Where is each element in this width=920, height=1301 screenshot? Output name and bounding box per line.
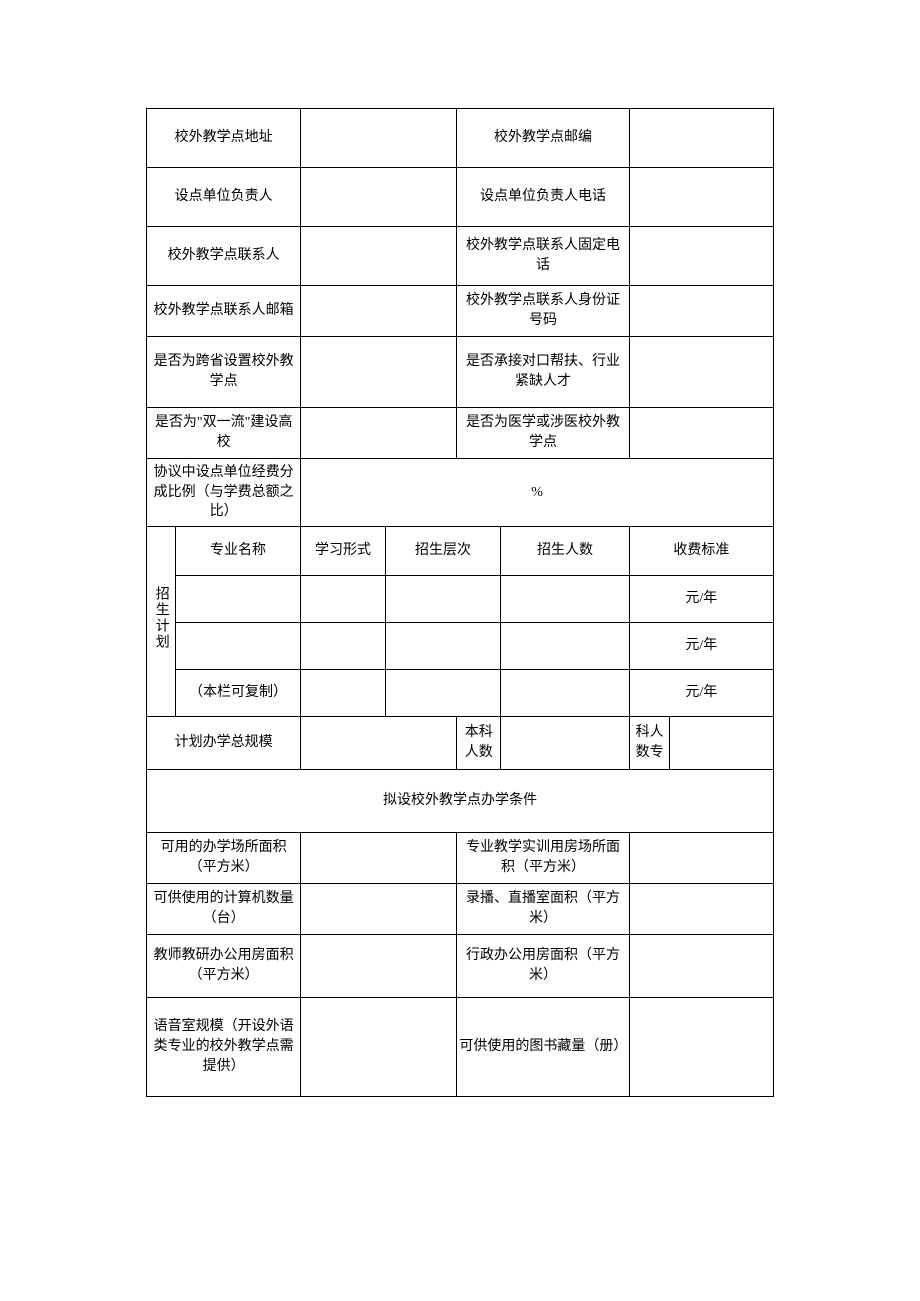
value-assist-talent — [629, 337, 773, 408]
header-count: 招生人数 — [501, 526, 630, 575]
row-plan-1: 元/年 — [147, 575, 774, 622]
plan3-count — [501, 669, 630, 716]
label-contact-phone: 校外教学点联系人固定电话 — [457, 227, 629, 286]
value-unit-manager-phone — [629, 168, 773, 227]
label-contact: 校外教学点联系人 — [147, 227, 301, 286]
label-language-lab: 语音室规模（开设外语类专业的校外教学点需提供） — [147, 997, 301, 1096]
row-plan-header: 招生计划 专业名称 学习形式 招生层次 招生人数 收费标准 — [147, 526, 774, 575]
row-fee-ratio: 协议中设点单位经费分成比例（与学费总额之比） % — [147, 459, 774, 527]
row-teacher-office: 教师教研办公用房面积（平方米） 行政办公用房面积（平方米） — [147, 934, 774, 997]
label-area: 可用的办学场所面积（平方米） — [147, 832, 301, 883]
value-area — [301, 832, 457, 883]
plan2-level — [385, 622, 500, 669]
row-cross-province: 是否为跨省设置校外教学点 是否承接对口帮扶、行业紧缺人才 — [147, 337, 774, 408]
row-area: 可用的办学场所面积（平方米） 专业教学实训用房场所面积（平方米） — [147, 832, 774, 883]
plan2-fee: 元/年 — [629, 622, 773, 669]
value-language-lab — [301, 997, 457, 1096]
value-fee-ratio: % — [301, 459, 774, 527]
form-table: 校外教学点地址 校外教学点邮编 设点单位负责人 设点单位负责人电话 校外教学点联… — [146, 108, 774, 1097]
row-plan-3: （本栏可复制） 元/年 — [147, 669, 774, 716]
row-address: 校外教学点地址 校外教学点邮编 — [147, 109, 774, 168]
value-zhuanke-count — [670, 716, 774, 769]
label-plan-side: 招生计划 — [147, 526, 176, 716]
plan2-form — [301, 622, 386, 669]
label-address: 校外教学点地址 — [147, 109, 301, 168]
plan2-name — [175, 622, 300, 669]
header-study-form: 学习形式 — [301, 526, 386, 575]
row-section-title: 拟设校外教学点办学条件 — [147, 769, 774, 832]
section-title: 拟设校外教学点办学条件 — [147, 769, 774, 832]
header-level: 招生层次 — [385, 526, 500, 575]
value-training-area — [629, 832, 773, 883]
plan3-form — [301, 669, 386, 716]
label-broadcast-area: 录播、直播室面积（平方米） — [457, 883, 629, 934]
label-postcode: 校外教学点邮编 — [457, 109, 629, 168]
plan1-fee: 元/年 — [629, 575, 773, 622]
value-total-scale — [301, 716, 457, 769]
plan3-fee: 元/年 — [629, 669, 773, 716]
plan1-count — [501, 575, 630, 622]
value-contact-phone — [629, 227, 773, 286]
plan1-name — [175, 575, 300, 622]
plan1-form — [301, 575, 386, 622]
header-fee: 收费标准 — [629, 526, 773, 575]
label-total-scale: 计划办学总规模 — [147, 716, 301, 769]
label-computers: 可供使用的计算机数量（台） — [147, 883, 301, 934]
row-plan-2: 元/年 — [147, 622, 774, 669]
value-broadcast-area — [629, 883, 773, 934]
label-benke-count: 本科人数 — [457, 716, 501, 769]
row-contact-email: 校外教学点联系人邮箱 校外教学点联系人身份证号码 — [147, 286, 774, 337]
label-zhuanke-count: 科人数专 — [629, 716, 670, 769]
plan1-level — [385, 575, 500, 622]
label-unit-manager-phone: 设点单位负责人电话 — [457, 168, 629, 227]
row-language-lab: 语音室规模（开设外语类专业的校外教学点需提供） 可供使用的图书藏量（册） — [147, 997, 774, 1096]
plan3-level — [385, 669, 500, 716]
value-postcode — [629, 109, 773, 168]
plan3-name: （本栏可复制） — [175, 669, 300, 716]
row-computers: 可供使用的计算机数量（台） 录播、直播室面积（平方米） — [147, 883, 774, 934]
value-computers — [301, 883, 457, 934]
value-double-first — [301, 408, 457, 459]
value-contact-email — [301, 286, 457, 337]
label-contact-email: 校外教学点联系人邮箱 — [147, 286, 301, 337]
value-teacher-office — [301, 934, 457, 997]
value-contact-idnum — [629, 286, 773, 337]
header-major-name: 专业名称 — [175, 526, 300, 575]
label-fee-ratio: 协议中设点单位经费分成比例（与学费总额之比） — [147, 459, 301, 527]
value-admin-office — [629, 934, 773, 997]
label-medical-point: 是否为医学或涉医校外教学点 — [457, 408, 629, 459]
label-admin-office: 行政办公用房面积（平方米） — [457, 934, 629, 997]
label-unit-manager: 设点单位负责人 — [147, 168, 301, 227]
value-medical-point — [629, 408, 773, 459]
row-total-scale: 计划办学总规模 本科人数 科人数专 — [147, 716, 774, 769]
label-assist-talent: 是否承接对口帮扶、行业紧缺人才 — [457, 337, 629, 408]
page: 校外教学点地址 校外教学点邮编 设点单位负责人 设点单位负责人电话 校外教学点联… — [0, 0, 920, 1301]
label-books: 可供使用的图书藏量（册） — [457, 997, 629, 1096]
label-cross-province: 是否为跨省设置校外教学点 — [147, 337, 301, 408]
value-unit-manager — [301, 168, 457, 227]
row-double-first: 是否为"双一流"建设高校 是否为医学或涉医校外教学点 — [147, 408, 774, 459]
value-cross-province — [301, 337, 457, 408]
row-contact: 校外教学点联系人 校外教学点联系人固定电话 — [147, 227, 774, 286]
plan2-count — [501, 622, 630, 669]
label-contact-idnum: 校外教学点联系人身份证号码 — [457, 286, 629, 337]
value-books — [629, 997, 773, 1096]
value-contact — [301, 227, 457, 286]
label-teacher-office: 教师教研办公用房面积（平方米） — [147, 934, 301, 997]
value-benke-count — [501, 716, 630, 769]
plan-side-text: 招生计划 — [151, 586, 171, 650]
label-double-first: 是否为"双一流"建设高校 — [147, 408, 301, 459]
label-training-area: 专业教学实训用房场所面积（平方米） — [457, 832, 629, 883]
value-address — [301, 109, 457, 168]
row-unit-manager: 设点单位负责人 设点单位负责人电话 — [147, 168, 774, 227]
